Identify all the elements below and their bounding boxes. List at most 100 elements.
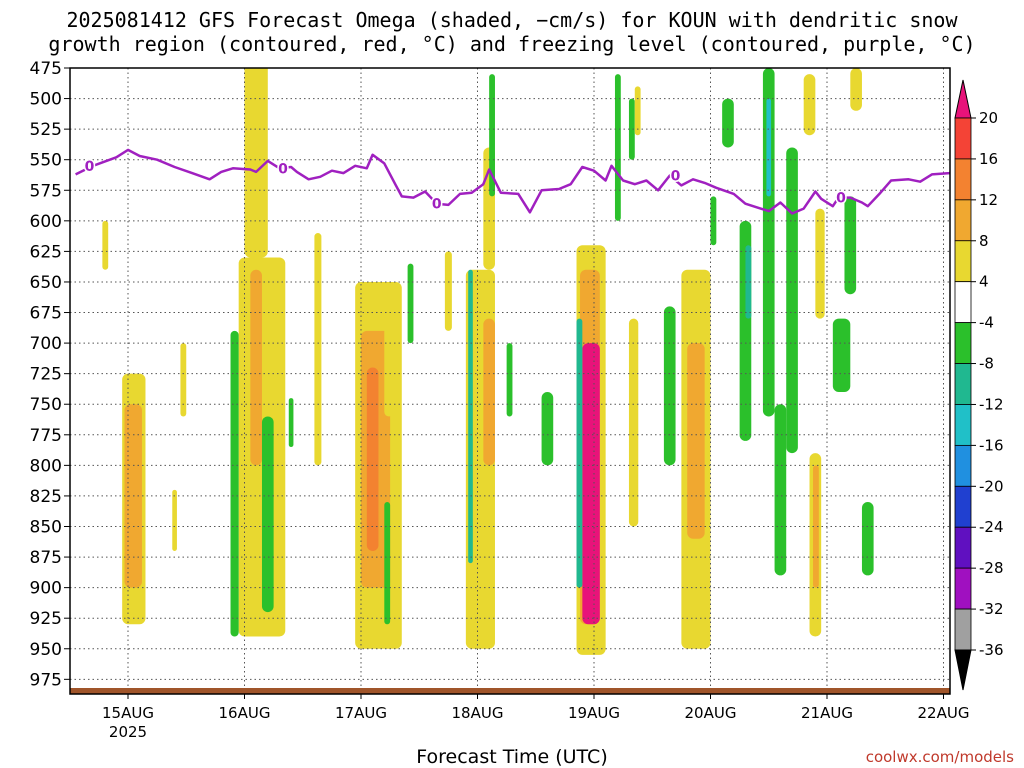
y-tick-label: 700: [30, 334, 62, 354]
y-tick-label: 475: [30, 59, 62, 79]
colorbar-label: -16: [979, 436, 1004, 454]
plot-frame: [69, 67, 951, 695]
y-tick-label: 600: [30, 212, 62, 232]
freezing-level-label: 0: [836, 191, 846, 207]
colorbar-label: -32: [979, 600, 1004, 618]
omega-cell: [230, 330, 239, 637]
omega-cell: [628, 318, 639, 527]
omega-cell: [803, 74, 816, 136]
freezing-level-label: 0: [85, 159, 95, 175]
y-tick-label: 875: [30, 548, 62, 568]
colorbar-label: -36: [979, 641, 1004, 659]
credit-text: coolwx.com/models: [865, 748, 1014, 766]
x-tick-label: 21AUG: [801, 704, 853, 722]
y-tick-label: 575: [30, 181, 62, 201]
omega-shading: [102, 68, 874, 655]
colorbar-label: -24: [979, 518, 1004, 536]
omega-cell: [541, 392, 554, 466]
chart-title: 2025081412 GFS Forecast Omega (shaded, −…: [0, 8, 1024, 56]
omega-cell: [244, 68, 268, 258]
colorbar-segment: [954, 526, 972, 569]
colorbar-label: -28: [979, 559, 1004, 577]
omega-cell: [384, 502, 391, 625]
y-tick-label: 825: [30, 487, 62, 507]
x-tick-label: 18AUG: [452, 704, 504, 722]
y-tick-label: 975: [30, 670, 62, 690]
colorbar-label: 4: [979, 273, 989, 291]
freezing-level-label: 0: [432, 197, 442, 213]
omega-cell: [722, 98, 734, 148]
omega-cell: [261, 416, 274, 613]
omega-cell: [506, 343, 513, 417]
omega-cell: [628, 98, 635, 160]
omega-cell: [314, 233, 322, 466]
omega-cell: [444, 251, 452, 331]
x-tick-label: 20AUG: [685, 704, 737, 722]
omega-cell: [489, 74, 495, 197]
omega-cell: [250, 269, 262, 466]
x-tick-label: 22AUG: [918, 704, 970, 722]
colorbar-segment: [954, 608, 972, 651]
omega-cell: [786, 147, 798, 454]
y-tick-label: 925: [30, 609, 62, 629]
colorbar-label: -8: [979, 355, 994, 373]
omega-cell: [687, 343, 705, 539]
y-tick-label: 500: [30, 90, 62, 110]
x-axis-title: Forecast Time (UTC): [416, 746, 608, 768]
omega-cell: [710, 196, 717, 246]
omega-cell: [576, 318, 583, 588]
colorbar-segment: [954, 444, 972, 487]
title-line-2: growth region (contoured, red, °C) and f…: [48, 32, 976, 56]
colorbar-label: -12: [979, 395, 1004, 413]
omega-cell: [850, 68, 862, 111]
colorbar-label: -4: [979, 314, 994, 332]
x-tick-label: 16AUG: [219, 704, 271, 722]
omega-cell: [366, 367, 379, 551]
omega-cell: [634, 86, 641, 136]
omega-cell: [180, 343, 187, 417]
y-tick-label: 525: [30, 120, 62, 140]
y-tick-label: 550: [30, 151, 62, 171]
colorbar-label: 16: [979, 150, 998, 168]
x-tick-label: 17AUG: [335, 704, 387, 722]
omega-cell: [815, 208, 825, 319]
y-tick-label: 675: [30, 304, 62, 324]
omega-cell: [582, 343, 600, 625]
freezing-level-contour: 0 0 0 0 0: [75, 148, 950, 215]
omega-cell: [172, 489, 177, 551]
omega-cell: [861, 502, 874, 576]
y-tick-label: 725: [30, 365, 62, 385]
y-tick-label: 800: [30, 456, 62, 476]
y-axis: 475 500 525 550 575 600 625 650 675 700 725 750 775 8…: [30, 59, 70, 690]
x-tick-label: 15AUG: [102, 704, 154, 722]
colorbar-segment: [954, 199, 972, 242]
y-tick-label: 950: [30, 640, 62, 660]
y-tick-label: 775: [30, 426, 62, 446]
colorbar-bottom-arrow: [954, 649, 972, 691]
colorbar-label: 8: [979, 232, 989, 250]
omega-cell: [844, 196, 857, 295]
omega-cell: [407, 263, 414, 344]
omega-cell: [483, 318, 495, 466]
colorbar-label: 20: [979, 109, 998, 127]
colorbar-segment: [954, 117, 972, 160]
freezing-level-line: [75, 148, 950, 215]
omega-cell: [766, 98, 772, 197]
colorbar-segment: [954, 158, 972, 201]
omega-cell: [774, 404, 787, 576]
freezing-level-label: 0: [278, 161, 288, 177]
terrain-fill: [70, 688, 950, 694]
colorbar-segment: [954, 404, 972, 446]
omega-cell: [288, 398, 294, 448]
x-tick-sublabel: 2025: [109, 723, 147, 741]
omega-cell: [614, 74, 621, 221]
y-tick-label: 900: [30, 579, 62, 599]
omega-cell: [745, 245, 752, 319]
y-tick-label: 650: [30, 273, 62, 293]
y-tick-label: 625: [30, 242, 62, 262]
terrain-strip: [70, 688, 950, 694]
x-tick-label: 19AUG: [568, 704, 620, 722]
omega-cell: [762, 68, 775, 417]
